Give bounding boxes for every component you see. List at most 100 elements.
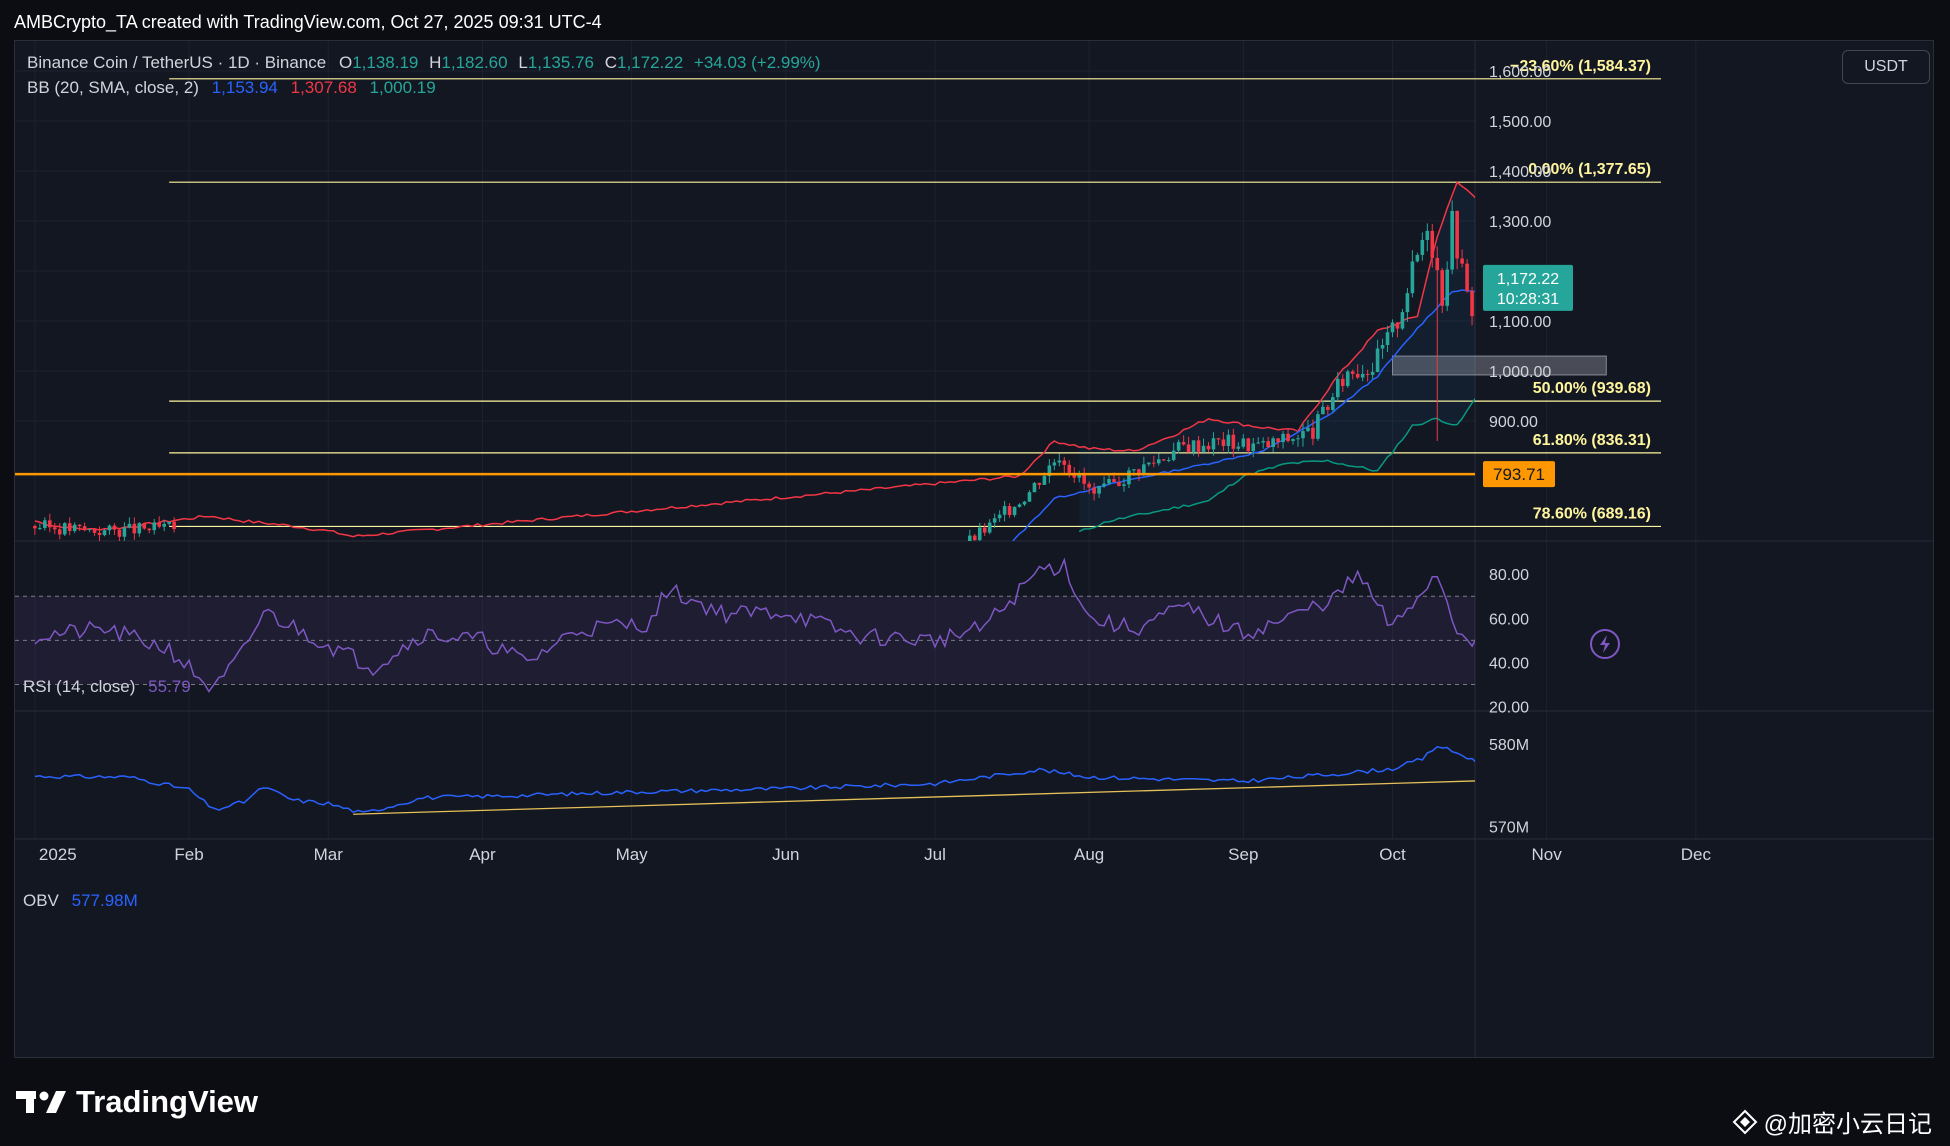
tradingview-logo-icon — [16, 1091, 66, 1113]
candle-body — [1142, 464, 1146, 476]
obv-label[interactable]: OBV — [23, 891, 59, 910]
pane-separators — [15, 41, 1933, 1057]
tradingview-brand[interactable]: TradingView — [16, 1084, 258, 1120]
candle-body — [1221, 439, 1226, 447]
time-tick-label: Mar — [314, 845, 344, 864]
candle-body — [1017, 504, 1022, 507]
countdown-text: 10:28:31 — [1497, 291, 1559, 308]
candle-body — [1062, 460, 1067, 465]
time-tick-label: May — [616, 845, 649, 864]
bb-upper-line — [34, 181, 1475, 538]
rsi-label[interactable]: RSI (14, close) — [23, 677, 136, 696]
candle-body — [1191, 440, 1196, 453]
candle-body — [1355, 373, 1360, 378]
axis-tick-label: 1,100.00 — [1489, 314, 1551, 331]
candle-body — [1012, 506, 1017, 516]
currency-button[interactable]: USDT — [1842, 50, 1930, 84]
high-label: H — [429, 53, 442, 72]
candle-body — [1430, 230, 1435, 258]
candle-body — [1196, 440, 1201, 452]
candle-body — [132, 523, 137, 534]
candle-body — [1186, 444, 1191, 453]
price-chart-svg[interactable]: −23.60% (1,584.37) 0.00% (1,377.65) 50.00%… — [15, 41, 1933, 1057]
candle-body — [127, 523, 132, 528]
axis-tick-label: 20.00 — [1489, 700, 1529, 717]
candle-body — [1206, 445, 1211, 450]
candle-body — [958, 551, 962, 555]
candle-body — [1002, 506, 1007, 515]
candle-body — [52, 527, 57, 530]
candle-body — [1082, 472, 1086, 484]
candle-body — [1052, 462, 1057, 466]
candle-body — [1271, 438, 1275, 448]
axis-tick-label: 1,600.00 — [1489, 64, 1551, 81]
candle-body — [87, 529, 92, 531]
candle-body — [977, 527, 982, 541]
candle-body — [1445, 269, 1449, 306]
candle-body — [1460, 258, 1464, 264]
bb-lower-value: 1,000.19 — [369, 78, 436, 97]
close-value: 1,172.22 — [617, 53, 684, 72]
candle-body — [57, 529, 62, 535]
candle-body — [1311, 427, 1315, 439]
candle-body — [162, 523, 166, 527]
candle-body — [1007, 506, 1012, 516]
candle-body — [1156, 459, 1161, 464]
candle-body — [1176, 442, 1181, 451]
symbol-title[interactable]: Binance Coin / TetherUS · 1D · Binance — [27, 53, 327, 72]
candle-body — [1112, 479, 1116, 482]
candle-body — [152, 522, 157, 531]
candle-body — [1166, 459, 1171, 461]
diamond-logo-icon — [1732, 1109, 1758, 1134]
candle-body — [1027, 492, 1032, 502]
candle-body — [987, 522, 992, 533]
candle-body — [982, 527, 987, 533]
candle-body — [137, 523, 142, 534]
fib-label: 0.00% (1,377.65) — [1528, 161, 1651, 178]
candle-body — [972, 535, 977, 541]
candle-body — [1316, 414, 1320, 439]
price-axis: 1,600.001,500.001,400.001,300.001,200.00… — [1489, 64, 1551, 837]
obv-legend: OBV 577.98M — [23, 891, 138, 911]
candle-body — [1231, 434, 1236, 449]
candle-body — [43, 520, 47, 528]
candle-body — [1216, 438, 1221, 440]
open-label: O — [338, 53, 353, 72]
candle-body — [97, 532, 102, 536]
axis-tick-label: 580M — [1489, 737, 1529, 754]
lightning-icon[interactable] — [1590, 629, 1620, 659]
candle-body — [77, 524, 82, 527]
candle-body — [1296, 438, 1300, 440]
candle-body — [1266, 441, 1270, 448]
level-badge — [1483, 461, 1555, 488]
candle-body — [1107, 479, 1111, 484]
candle-body — [1057, 460, 1062, 463]
candle-body — [967, 535, 972, 541]
candle-body — [117, 529, 122, 537]
candle-body — [1087, 483, 1091, 488]
candle-body — [1425, 230, 1430, 240]
candle-body — [1037, 482, 1042, 485]
fib-label: 78.60% (689.16) — [1533, 505, 1651, 522]
axis-tick-label: 40.00 — [1489, 655, 1529, 672]
axis-tick-label: 1,500.00 — [1489, 114, 1551, 131]
candle-body — [1151, 462, 1156, 464]
chart-panel[interactable]: −23.60% (1,584.37) 0.00% (1,377.65) 50.00%… — [14, 40, 1934, 1058]
candle-body — [1480, 320, 1484, 328]
candle-body — [1405, 293, 1410, 313]
candle-body — [167, 521, 171, 524]
candle-body — [1127, 470, 1131, 485]
time-tick-label: Jun — [772, 845, 799, 864]
support-zone — [1391, 355, 1607, 376]
bb-label[interactable]: BB (20, SMA, close, 2) — [27, 78, 199, 97]
candle-body — [122, 527, 127, 537]
alert-button[interactable] — [1590, 629, 1620, 659]
candle-body — [1241, 438, 1246, 447]
candle-body — [48, 520, 52, 528]
open-value: 1,138.19 — [352, 53, 419, 72]
candle-body — [147, 528, 152, 531]
candle-body — [1301, 431, 1305, 439]
candle-body — [1465, 263, 1469, 291]
obv-trendline — [353, 780, 1475, 815]
candle-body — [1117, 481, 1121, 486]
